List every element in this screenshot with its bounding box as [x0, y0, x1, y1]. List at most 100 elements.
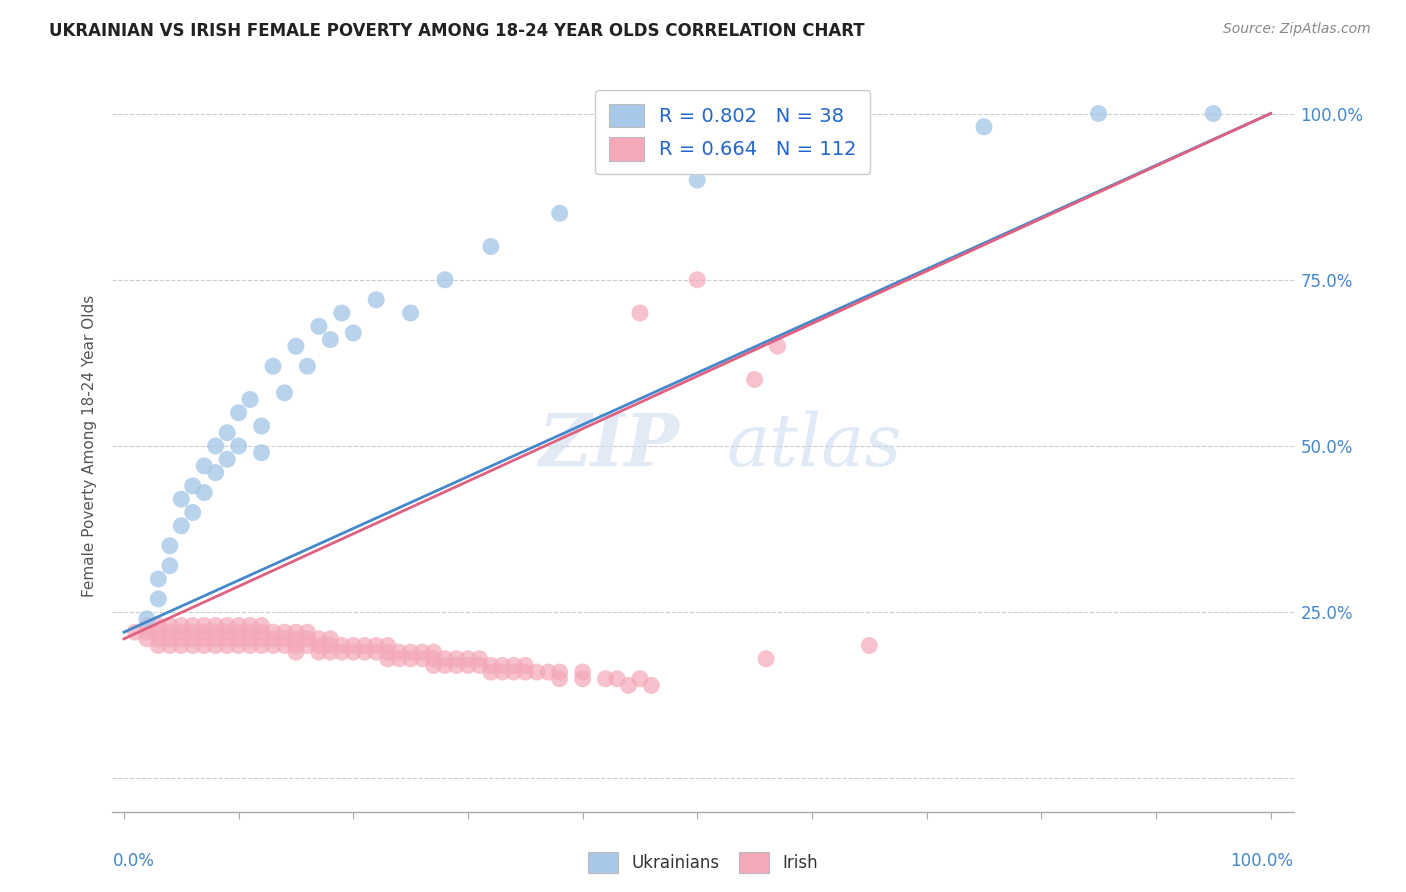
Point: [479, 665, 502, 679]
Point: [262, 625, 284, 640]
Point: [170, 632, 193, 646]
Point: [204, 439, 226, 453]
Point: [239, 625, 262, 640]
Point: [159, 625, 181, 640]
Point: [250, 445, 273, 459]
Point: [515, 665, 537, 679]
Point: [366, 293, 388, 307]
Point: [181, 639, 204, 653]
Point: [422, 645, 444, 659]
Point: [308, 632, 330, 646]
Point: [250, 618, 273, 632]
Point: [330, 645, 353, 659]
Point: [217, 618, 239, 632]
Point: [297, 359, 319, 374]
Point: [434, 658, 457, 673]
Point: [284, 632, 307, 646]
Point: [411, 645, 433, 659]
Point: [973, 120, 995, 134]
Point: [537, 665, 560, 679]
Point: [170, 625, 193, 640]
Text: 0.0%: 0.0%: [112, 852, 155, 870]
Point: [628, 306, 651, 320]
Point: [228, 439, 250, 453]
Point: [239, 639, 262, 653]
Point: [284, 645, 307, 659]
Point: [124, 625, 146, 640]
Point: [193, 639, 215, 653]
Point: [353, 639, 375, 653]
Point: [366, 645, 388, 659]
Point: [377, 645, 399, 659]
Point: [181, 479, 204, 493]
Point: [399, 645, 422, 659]
Point: [446, 652, 468, 666]
Point: [159, 639, 181, 653]
Point: [148, 639, 170, 653]
Point: [502, 658, 524, 673]
Point: [135, 625, 157, 640]
Text: UKRAINIAN VS IRISH FEMALE POVERTY AMONG 18-24 YEAR OLDS CORRELATION CHART: UKRAINIAN VS IRISH FEMALE POVERTY AMONG …: [49, 22, 865, 40]
Point: [250, 632, 273, 646]
Point: [148, 618, 170, 632]
Point: [571, 672, 593, 686]
Point: [204, 632, 226, 646]
Point: [217, 639, 239, 653]
Point: [170, 639, 193, 653]
Y-axis label: Female Poverty Among 18-24 Year Olds: Female Poverty Among 18-24 Year Olds: [82, 295, 97, 597]
Point: [1087, 106, 1109, 120]
Point: [239, 632, 262, 646]
Point: [446, 658, 468, 673]
Point: [181, 625, 204, 640]
Text: ZIP: ZIP: [538, 410, 679, 482]
Point: [491, 658, 513, 673]
Point: [434, 273, 457, 287]
Point: [399, 652, 422, 666]
Point: [686, 173, 709, 187]
Point: [204, 625, 226, 640]
Text: atlas: atlas: [727, 410, 903, 482]
Point: [755, 652, 778, 666]
Point: [686, 273, 709, 287]
Point: [228, 639, 250, 653]
Point: [204, 639, 226, 653]
Point: [204, 466, 226, 480]
Point: [217, 452, 239, 467]
Point: [366, 639, 388, 653]
Point: [308, 319, 330, 334]
Point: [548, 206, 571, 220]
Point: [135, 632, 157, 646]
Point: [468, 652, 491, 666]
Point: [342, 326, 364, 340]
Point: [308, 639, 330, 653]
Point: [377, 639, 399, 653]
Point: [181, 506, 204, 520]
Point: [159, 539, 181, 553]
Point: [640, 678, 662, 692]
Point: [548, 672, 571, 686]
Point: [148, 625, 170, 640]
Point: [181, 618, 204, 632]
Point: [297, 625, 319, 640]
Point: [228, 406, 250, 420]
Point: [193, 625, 215, 640]
Point: [170, 492, 193, 507]
Point: [319, 639, 342, 653]
Point: [548, 665, 571, 679]
Point: [284, 625, 307, 640]
Point: [193, 618, 215, 632]
Point: [273, 639, 295, 653]
Point: [193, 458, 215, 473]
Legend: R = 0.802   N = 38, R = 0.664   N = 112: R = 0.802 N = 38, R = 0.664 N = 112: [595, 90, 870, 175]
Point: [342, 645, 364, 659]
Point: [228, 618, 250, 632]
Point: [628, 672, 651, 686]
Point: [239, 392, 262, 407]
Point: [159, 632, 181, 646]
Point: [262, 359, 284, 374]
Point: [148, 632, 170, 646]
Point: [193, 632, 215, 646]
Point: [250, 419, 273, 434]
Point: [388, 652, 411, 666]
Point: [284, 339, 307, 353]
